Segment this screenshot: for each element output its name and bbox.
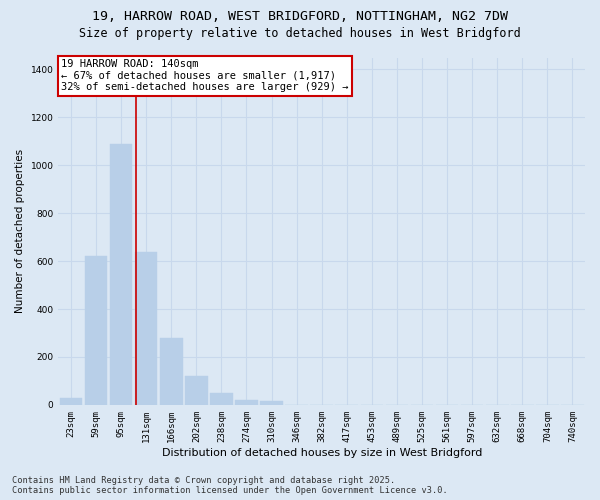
- Y-axis label: Number of detached properties: Number of detached properties: [15, 149, 25, 313]
- Bar: [160, 338, 182, 405]
- Text: 19, HARROW ROAD, WEST BRIDGFORD, NOTTINGHAM, NG2 7DW: 19, HARROW ROAD, WEST BRIDGFORD, NOTTING…: [92, 10, 508, 23]
- Bar: [110, 144, 133, 405]
- Bar: [235, 400, 258, 405]
- Bar: [135, 252, 157, 405]
- Text: Size of property relative to detached houses in West Bridgford: Size of property relative to detached ho…: [79, 28, 521, 40]
- Bar: [85, 256, 107, 405]
- Text: Contains HM Land Registry data © Crown copyright and database right 2025.
Contai: Contains HM Land Registry data © Crown c…: [12, 476, 448, 495]
- Text: 19 HARROW ROAD: 140sqm
← 67% of detached houses are smaller (1,917)
32% of semi-: 19 HARROW ROAD: 140sqm ← 67% of detached…: [61, 59, 349, 92]
- Bar: [210, 393, 233, 405]
- Bar: [59, 398, 82, 405]
- Bar: [185, 376, 208, 405]
- X-axis label: Distribution of detached houses by size in West Bridgford: Distribution of detached houses by size …: [161, 448, 482, 458]
- Bar: [260, 401, 283, 405]
